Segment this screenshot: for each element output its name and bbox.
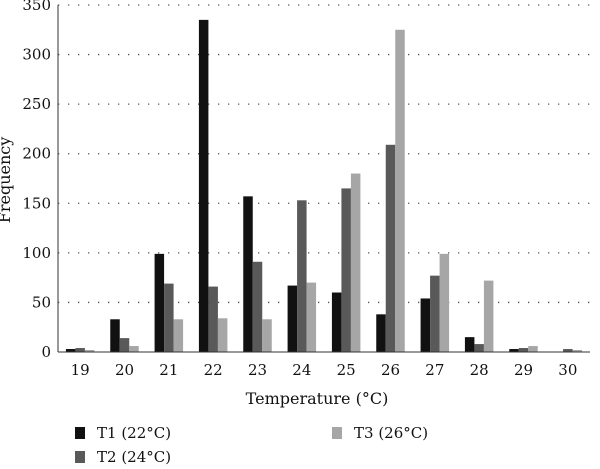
legend-item-t1: T1 (22°C) — [75, 424, 171, 442]
y-tick-label: 0 — [41, 343, 51, 361]
legend-swatch-t2 — [75, 451, 85, 463]
legend-swatch-t3 — [332, 427, 342, 439]
bar-t3-19 — [84, 350, 95, 352]
y-tick-label: 150 — [22, 194, 51, 212]
y-tick-label: 300 — [22, 46, 51, 64]
bar-t3-23 — [262, 319, 272, 352]
bar-t1-28 — [464, 337, 475, 352]
bar-t1-21 — [154, 253, 165, 352]
y-tick-label: 250 — [22, 95, 51, 113]
x-tick-label: 20 — [115, 361, 134, 379]
x-tick-label: 29 — [514, 361, 533, 379]
bar-t2-19 — [75, 348, 85, 352]
bar-t1-25 — [331, 292, 342, 352]
bar-t1-29 — [509, 349, 519, 352]
bar-t2-22 — [208, 286, 218, 352]
bar-t1-24 — [287, 285, 298, 352]
bar-t3-26 — [395, 29, 405, 353]
x-axis-label: Temperature (°C) — [246, 389, 389, 408]
x-tick-label: 28 — [470, 361, 489, 379]
legend-item-t3: T3 (26°C) — [332, 424, 428, 442]
x-tick-label: 30 — [558, 361, 577, 379]
y-tick-label: 200 — [22, 145, 51, 163]
y-tick-label: 50 — [32, 293, 51, 311]
bar-t2-24 — [297, 200, 307, 352]
bar-t1-23 — [243, 196, 253, 352]
bar-t2-20 — [119, 338, 130, 352]
x-tick-label: 21 — [159, 361, 178, 379]
x-tick-label: 19 — [71, 361, 90, 379]
bars — [65, 19, 583, 353]
x-tick-labels: 19 20 21 22 23 24 25 26 27 28 29 30 — [71, 361, 578, 379]
x-tick-label: 24 — [292, 361, 311, 379]
grid-lines — [58, 4, 590, 304]
bar-t2-23 — [252, 261, 263, 352]
legend-swatch-t1 — [75, 427, 85, 439]
y-tick-label: 350 — [22, 0, 51, 14]
bar-t3-20 — [129, 346, 139, 352]
y-tick-label: 100 — [22, 244, 51, 262]
axes — [57, 5, 590, 353]
bar-t3-22 — [217, 318, 228, 352]
bar-t1-27 — [420, 298, 431, 352]
x-tick-label: 27 — [425, 361, 444, 379]
x-tick-label: 22 — [204, 361, 223, 379]
legend-label-t2: T2 (24°C) — [97, 448, 172, 466]
bar-t2-25 — [341, 188, 351, 352]
bar-t1-26 — [376, 314, 386, 352]
x-tick-label: 25 — [337, 361, 356, 379]
bar-t2-30 — [563, 349, 573, 352]
bar-t2-26 — [385, 144, 396, 352]
bar-t1-19 — [65, 349, 76, 352]
bar-t2-27 — [430, 275, 440, 352]
bar-t3-24 — [306, 282, 317, 352]
bar-t3-21 — [173, 319, 184, 352]
bar-t2-29 — [518, 348, 529, 352]
bar-t2-28 — [474, 344, 484, 352]
x-tick-label: 26 — [381, 361, 400, 379]
bar-t3-29 — [528, 346, 538, 352]
bar-t3-27 — [439, 253, 450, 352]
bar-t1-22 — [198, 19, 209, 352]
bar-t2-21 — [164, 283, 174, 352]
x-tick-label: 23 — [248, 361, 267, 379]
y-tick-labels: 0 50 100 150 200 250 300 350 — [22, 0, 51, 361]
bar-t3-25 — [350, 173, 361, 352]
bar-t1-20 — [110, 319, 120, 352]
legend-item-t2: T2 (24°C) — [75, 448, 171, 466]
bar-t3-28 — [483, 280, 494, 352]
y-axis-label: Frequency — [0, 137, 14, 224]
legend-label-t3: T3 (26°C) — [354, 424, 429, 442]
legend-label-t1: T1 (22°C) — [97, 424, 172, 442]
bar-t3-30 — [572, 350, 583, 352]
